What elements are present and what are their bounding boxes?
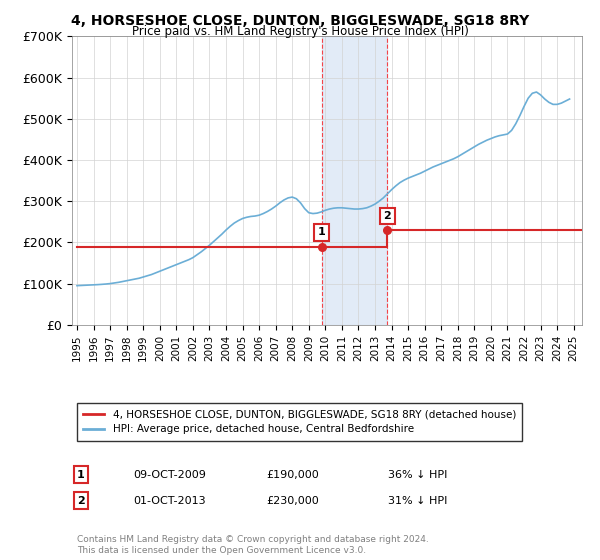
Text: 31% ↓ HPI: 31% ↓ HPI — [388, 496, 448, 506]
Text: 1: 1 — [77, 470, 85, 480]
Text: 09-OCT-2009: 09-OCT-2009 — [133, 470, 206, 480]
Text: Price paid vs. HM Land Registry's House Price Index (HPI): Price paid vs. HM Land Registry's House … — [131, 25, 469, 38]
Text: 1: 1 — [317, 227, 325, 237]
Text: £190,000: £190,000 — [266, 470, 319, 480]
Text: Contains HM Land Registry data © Crown copyright and database right 2024.
This d: Contains HM Land Registry data © Crown c… — [77, 535, 429, 555]
Text: £230,000: £230,000 — [266, 496, 319, 506]
Text: 2: 2 — [383, 211, 391, 221]
Text: 2: 2 — [77, 496, 85, 506]
Text: 4, HORSESHOE CLOSE, DUNTON, BIGGLESWADE, SG18 8RY: 4, HORSESHOE CLOSE, DUNTON, BIGGLESWADE,… — [71, 14, 529, 28]
Point — [383, 226, 392, 235]
Legend: 4, HORSESHOE CLOSE, DUNTON, BIGGLESWADE, SG18 8RY (detached house), HPI: Average: 4, HORSESHOE CLOSE, DUNTON, BIGGLESWADE,… — [77, 403, 522, 441]
Text: 36% ↓ HPI: 36% ↓ HPI — [388, 470, 448, 480]
Point — [317, 242, 326, 251]
Text: 01-OCT-2013: 01-OCT-2013 — [133, 496, 206, 506]
Bar — [322, 36, 388, 325]
